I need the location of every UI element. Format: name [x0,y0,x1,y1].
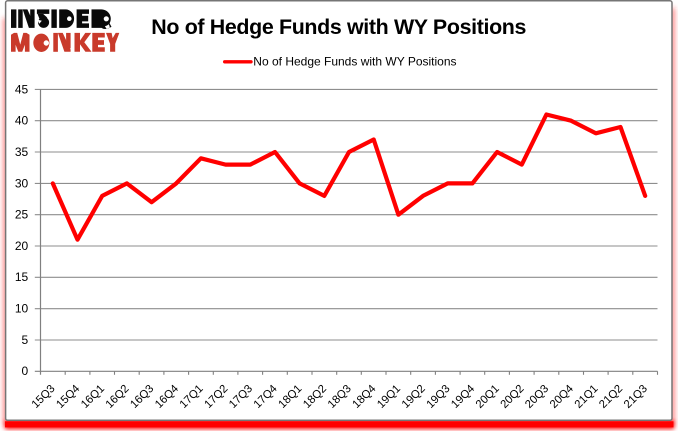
svg-text:0: 0 [22,364,29,378]
svg-text:40: 40 [15,114,29,128]
svg-text:15: 15 [15,270,29,284]
svg-text:10: 10 [15,302,29,316]
svg-text:25: 25 [15,208,29,222]
svg-text:5: 5 [22,333,29,347]
svg-text:30: 30 [15,176,29,190]
svg-text:20: 20 [15,239,29,253]
svg-text:45: 45 [15,82,29,96]
svg-text:35: 35 [15,145,29,159]
svg-text:No of Hedge Funds with WY Posi: No of Hedge Funds with WY Positions [151,15,526,39]
svg-text:No of Hedge Funds with WY Posi: No of Hedge Funds with WY Positions [253,55,456,69]
